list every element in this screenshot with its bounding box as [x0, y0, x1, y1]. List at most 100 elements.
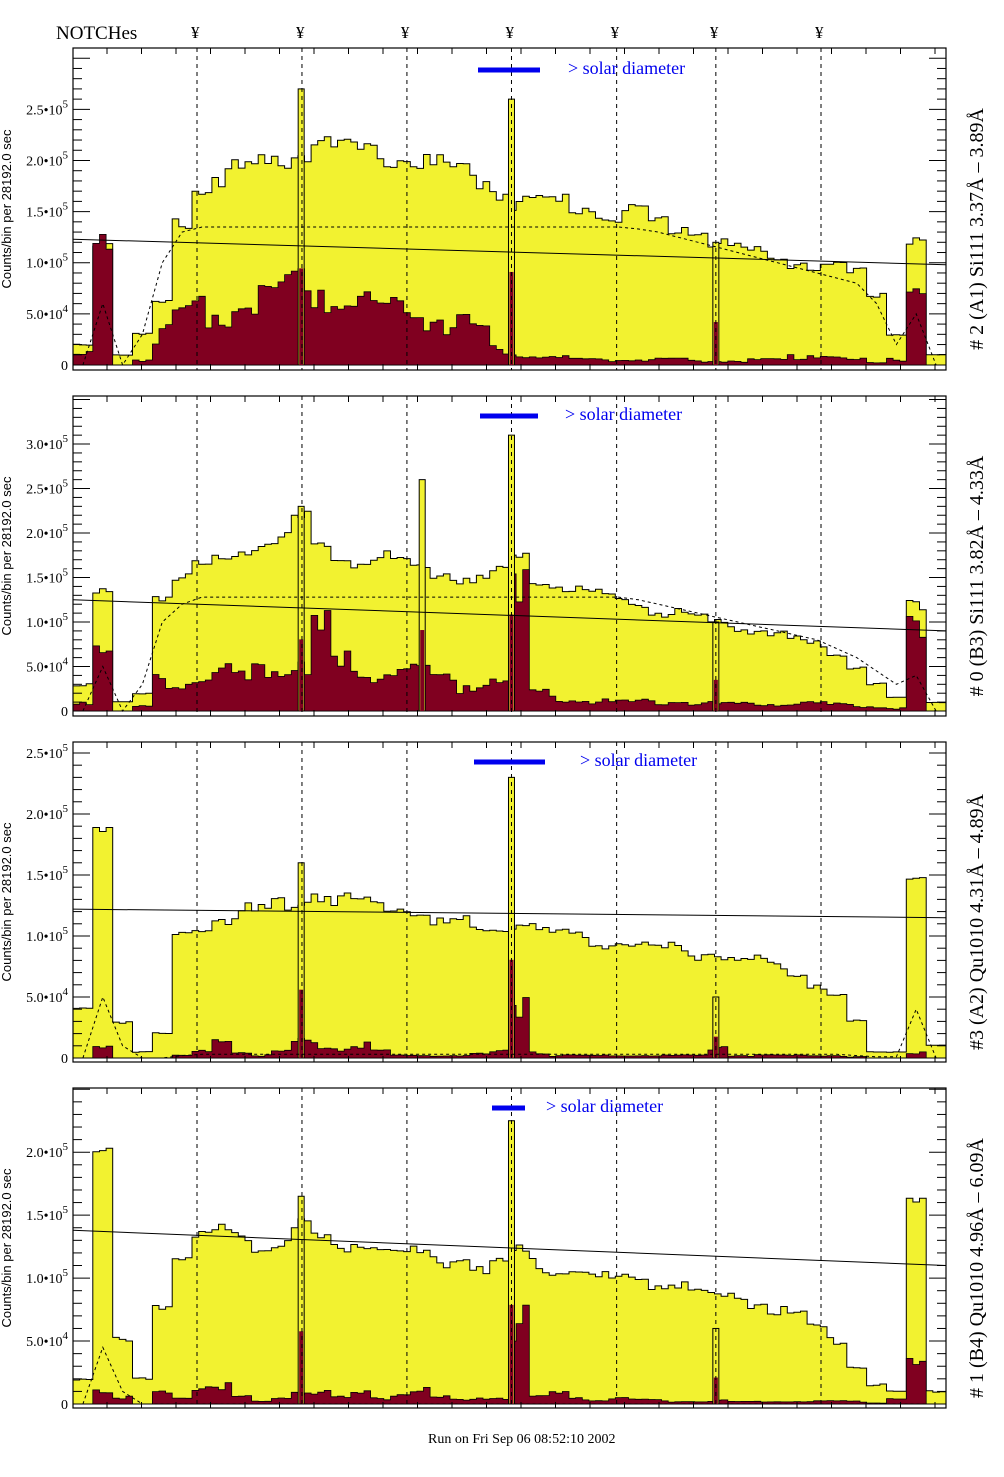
y-tick-mantissa: 5.0•10 — [26, 661, 62, 676]
panel-title: #3 (A2) Qu1010 4.31Å – 4.89Å — [966, 793, 988, 1050]
notch-marker: ¥ — [401, 23, 410, 42]
y-tick-exponent: 5 — [63, 252, 69, 264]
y-tick-label: 1.5•105 — [26, 567, 68, 587]
panel-title: # 2 (A1) Si111 3.37Å – 3.89Å — [966, 108, 988, 350]
y-tick-label: 5.0•104 — [26, 986, 68, 1006]
y-axis-label: Counts/bin per 28192.0 sec — [0, 129, 14, 288]
solar-diameter-label: > solar diameter — [580, 750, 697, 770]
y-tick-mantissa: 1.5•10 — [26, 869, 62, 884]
y-tick-exponent: 5 — [63, 803, 69, 815]
model-curve — [82, 1345, 937, 1405]
spike-bar-red — [509, 271, 514, 365]
y-tick-exponent: 5 — [63, 1267, 69, 1279]
y-tick-mantissa: 1.0•10 — [26, 616, 62, 631]
y-tick-mantissa: 5.0•10 — [26, 1335, 62, 1350]
y-tick-mantissa: 0 — [61, 1398, 68, 1413]
y-tick-exponent: 5 — [63, 1204, 69, 1216]
y-tick-exponent: 5 — [63, 433, 69, 445]
footer-run-date: Run on Fri Sep 06 08:52:10 2002 — [428, 1432, 615, 1447]
reference-line — [72, 599, 947, 632]
y-tick-label: 1.0•105 — [26, 252, 68, 272]
spike-bar-red — [299, 639, 304, 711]
y-tick-label: 2.0•105 — [26, 149, 68, 169]
y-tick-exponent: 5 — [63, 201, 69, 213]
notch-marker: ¥ — [296, 23, 305, 42]
y-tick-label: 1.5•105 — [26, 864, 68, 884]
panel-1: 05.0•1041.0•1051.5•1052.0•1052.5•1053.0•… — [0, 395, 988, 720]
notch-marker: ¥ — [611, 23, 620, 42]
y-tick-exponent: 5 — [63, 478, 69, 490]
y-tick-label: 5.0•104 — [26, 656, 68, 676]
panel-title: # 1 (B4) Qu1010 4.96Å – 6.09Å — [966, 1137, 988, 1398]
y-tick-mantissa: 1.0•10 — [26, 1272, 62, 1287]
y-axis-label: Counts/bin per 28192.0 sec — [0, 1168, 14, 1327]
y-tick-label: 1.5•105 — [26, 201, 68, 221]
model-curve — [82, 226, 937, 367]
y-tick-exponent: 5 — [63, 925, 69, 937]
model-curve — [82, 995, 937, 1059]
y-tick-exponent: 5 — [63, 98, 69, 110]
reference-line — [72, 238, 947, 266]
y-tick-label: 2.0•105 — [26, 803, 68, 823]
panel-2: 05.0•1041.0•1051.5•1052.0•1052.5•105Coun… — [0, 741, 988, 1067]
reference-line — [72, 908, 947, 919]
y-tick-exponent: 4 — [63, 303, 69, 315]
y-tick-mantissa: 1.5•10 — [26, 572, 62, 587]
y-tick-exponent: 4 — [63, 986, 69, 998]
y-tick-exponent: 5 — [63, 1141, 69, 1153]
y-tick-label: 2.0•105 — [26, 522, 68, 542]
y-tick-exponent: 5 — [63, 864, 69, 876]
y-tick-mantissa: 2.5•10 — [26, 103, 62, 118]
y-tick-mantissa: 1.5•10 — [26, 1209, 62, 1224]
y-tick-exponent: 5 — [63, 742, 69, 754]
y-tick-label: 1.0•105 — [26, 1267, 68, 1287]
y-tick-label: 1.5•105 — [26, 1204, 68, 1224]
y-tick-label: 0 — [61, 1052, 68, 1067]
y-axis-label: Counts/bin per 28192.0 sec — [0, 822, 14, 981]
y-tick-exponent: 5 — [63, 567, 69, 579]
y-tick-exponent: 4 — [63, 656, 69, 668]
y-tick-label: 2.0•105 — [26, 1141, 68, 1161]
y-tick-mantissa: 5.0•10 — [26, 308, 62, 323]
spike-bar-red — [299, 268, 304, 365]
y-tick-label: 5.0•104 — [26, 1330, 68, 1350]
y-tick-mantissa: 3.0•10 — [26, 438, 62, 453]
y-tick-label: 1.0•105 — [26, 611, 68, 631]
panel-title: # 0 (B3) Si111 3.82Å – 4.33Å — [966, 455, 988, 696]
y-tick-mantissa: 2.0•10 — [26, 1146, 62, 1161]
y-tick-label: 3.0•105 — [26, 433, 68, 453]
y-tick-mantissa: 2.5•10 — [26, 483, 62, 498]
panel-0: 05.0•1041.0•1051.5•1052.0•1052.5•105Coun… — [0, 47, 988, 374]
y-tick-exponent: 4 — [63, 1330, 69, 1342]
y-tick-label: 1.0•105 — [26, 925, 68, 945]
plot-frame — [72, 395, 947, 717]
notch-marker: ¥ — [710, 23, 719, 42]
y-tick-mantissa: 5.0•10 — [26, 991, 62, 1006]
notch-marker: ¥ — [505, 23, 514, 42]
solar-diameter-label: > solar diameter — [546, 1096, 663, 1116]
y-axis-label: Counts/bin per 28192.0 sec — [0, 476, 14, 635]
y-tick-label: 2.5•105 — [26, 98, 68, 118]
spike-bar-red — [713, 322, 718, 365]
y-tick-mantissa: 2.0•10 — [26, 527, 62, 542]
y-tick-label: 2.5•105 — [26, 478, 68, 498]
filtered-counts-histogram — [72, 234, 946, 366]
y-tick-exponent: 5 — [63, 522, 69, 534]
y-tick-mantissa: 2.0•10 — [26, 154, 62, 169]
plot-frame — [72, 47, 947, 371]
spike-bar-red — [420, 630, 425, 711]
y-tick-mantissa: 1.0•10 — [26, 930, 62, 945]
y-tick-label: 0 — [61, 1398, 68, 1413]
y-tick-exponent: 5 — [63, 149, 69, 161]
y-tick-exponent: 5 — [63, 611, 69, 623]
notches-label: NOTCHes — [56, 23, 137, 44]
plot-frame — [72, 741, 947, 1063]
y-tick-mantissa: 1.5•10 — [26, 206, 62, 221]
y-tick-mantissa: 0 — [61, 359, 68, 374]
solar-diameter-label: > solar diameter — [565, 404, 682, 424]
y-tick-mantissa: 2.0•10 — [26, 808, 62, 823]
notch-marker: ¥ — [815, 23, 824, 42]
y-tick-label: 2.5•105 — [26, 742, 68, 762]
